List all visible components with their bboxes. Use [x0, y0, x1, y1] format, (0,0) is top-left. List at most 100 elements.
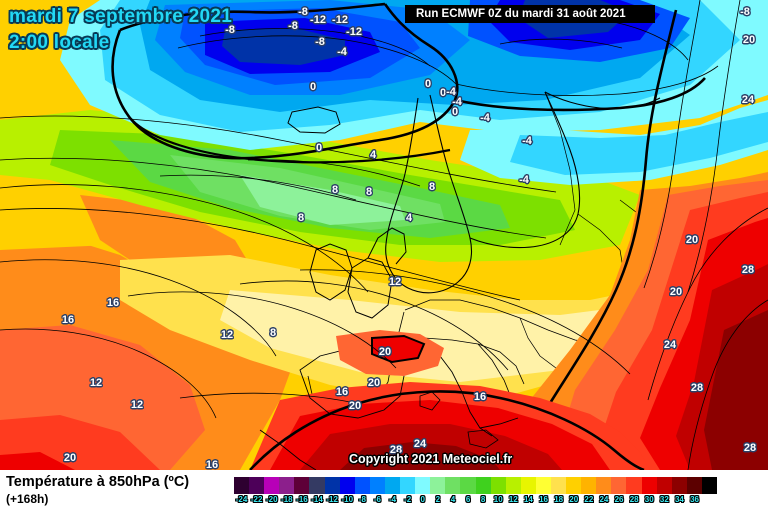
color-swatch	[535, 477, 551, 494]
color-swatch	[294, 477, 310, 494]
scale-tick-label: -8	[358, 495, 366, 504]
map-canvas	[0, 0, 768, 470]
color-swatch	[641, 477, 657, 494]
contour-value-label: 20	[685, 234, 699, 246]
copyright-label: Copyright 2021 Meteociel.fr	[349, 452, 513, 466]
contour-value-label: -8	[288, 20, 298, 32]
contour-value-label: 0	[424, 78, 432, 90]
color-swatch	[264, 477, 280, 494]
contour-value-label: 8	[365, 186, 373, 198]
contour-value-label: 20	[367, 377, 381, 389]
contour-value-label: -12	[332, 14, 348, 26]
contour-value-label: -4	[480, 112, 490, 124]
scale-tick-label: 24	[599, 495, 609, 504]
scale-tick-label: 12	[508, 495, 518, 504]
color-swatch	[656, 477, 672, 494]
scale-tick-label: 20	[569, 495, 579, 504]
contour-value-label: 28	[741, 264, 755, 276]
contour-value-label: 8	[269, 327, 277, 339]
contour-value-label: -8	[740, 6, 750, 18]
contour-value-label: -8	[315, 36, 325, 48]
contour-value-label: 20	[63, 452, 77, 464]
contour-value-label: -8	[298, 6, 308, 18]
contour-value-label: 28	[690, 382, 704, 394]
color-swatch	[490, 477, 506, 494]
contour-value-label: 4	[369, 149, 377, 161]
legend-subtitle: (+168h)	[6, 492, 49, 506]
temperature-map[interactable]: -8 -12 -12 -8 -8 -12 -8 -4 -8 0 0 0 -4 0 -4 -4 0 -4 20 4 8 8 8…	[0, 0, 768, 470]
scale-tick-label: -20	[265, 495, 278, 504]
contour-value-label: 16	[106, 297, 120, 309]
color-swatch	[384, 477, 401, 494]
scale-tick-label: -6	[373, 495, 381, 504]
scale-tick-label: 4	[450, 495, 456, 504]
color-swatch	[354, 477, 370, 494]
contour-value-label: 0	[439, 87, 447, 99]
contour-value-label: -4	[446, 86, 456, 98]
contour-value-label: -4	[337, 46, 347, 58]
color-swatch	[686, 477, 702, 494]
contour-value-label: -4	[522, 135, 532, 147]
color-swatch	[596, 477, 612, 494]
contour-value-label: 28	[743, 442, 757, 454]
color-swatch	[339, 477, 355, 494]
contour-value-label: -12	[346, 26, 362, 38]
color-swatch	[505, 477, 521, 494]
color-swatch	[701, 477, 717, 494]
color-swatch	[520, 477, 536, 494]
color-swatch	[566, 477, 582, 494]
scale-tick-label: -4	[388, 495, 397, 504]
scale-tick-label: -12	[326, 495, 338, 504]
contour-value-label: 12	[130, 399, 144, 411]
contour-value-label: -12	[310, 14, 326, 26]
contour-value-label: 8	[428, 181, 436, 193]
model-run-label: Run ECMWF 0Z du mardi 31 août 2021	[416, 8, 626, 20]
model-run-bar: Run ECMWF 0Z du mardi 31 août 2021	[405, 5, 655, 23]
color-swatch	[415, 477, 431, 494]
color-swatch	[445, 477, 461, 494]
color-swatch	[550, 477, 567, 494]
color-swatch	[475, 477, 491, 494]
color-swatch	[430, 477, 446, 494]
contour-value-label: -8	[225, 24, 235, 36]
scale-tick-label: 26	[614, 495, 624, 504]
legend-title: Température à 850hPa (ºC)	[6, 474, 190, 490]
scale-tick-label: 28	[629, 495, 639, 504]
contour-value-label: 0	[315, 142, 323, 154]
color-swatch	[309, 477, 325, 494]
scale-tick-label: 32	[659, 495, 669, 504]
contour-value-label: 20	[348, 400, 362, 412]
contour-value-label: -4	[519, 174, 529, 186]
valid-time-label: 2:00 locale	[9, 32, 110, 53]
contour-value-label: 20	[742, 34, 756, 46]
contour-value-label: 16	[205, 459, 219, 470]
contour-value-label: 0	[451, 106, 459, 118]
scale-tick-label: 34	[674, 495, 684, 504]
contour-value-label: 24	[663, 339, 677, 351]
color-swatch	[249, 477, 265, 494]
contour-value-label: 16	[473, 391, 487, 403]
color-swatch	[400, 477, 416, 494]
scale-tick-label: 8	[480, 495, 486, 504]
scale-tick-label: -2	[404, 495, 412, 504]
color-swatch	[279, 477, 295, 494]
scale-tick-label: -14	[311, 495, 323, 504]
color-scale-icon	[234, 477, 717, 494]
contour-value-label: 20	[378, 346, 392, 358]
contour-value-label: 20	[669, 286, 683, 298]
color-swatch	[460, 477, 476, 494]
scale-tick-label: 10	[493, 495, 503, 504]
scale-tick-label: -22	[250, 495, 263, 504]
contour-value-label: -4	[452, 96, 462, 108]
color-swatch	[369, 477, 385, 494]
contour-value-label: 16	[61, 314, 75, 326]
contour-value-label: 8	[331, 184, 339, 196]
color-swatch	[626, 477, 642, 494]
valid-date-label: mardi 7 septembre 2021	[9, 6, 233, 27]
scale-tick-label: 22	[584, 495, 594, 504]
contour-value-label: 4	[405, 212, 413, 224]
color-swatch	[611, 477, 627, 494]
scale-tick-label: 16	[539, 495, 548, 504]
scale-tick-label: 2	[435, 495, 441, 504]
